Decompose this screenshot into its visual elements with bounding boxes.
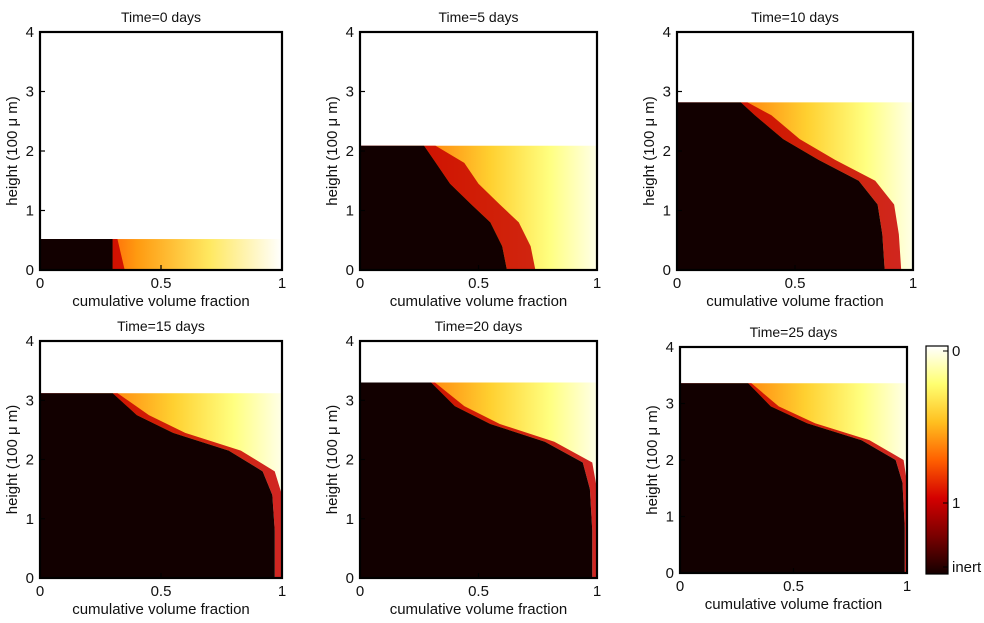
y-tick-label: 4 — [346, 24, 354, 41]
x-tick-label: 0.5 — [785, 275, 806, 292]
y-tick-label: 4 — [26, 24, 34, 41]
y-tick-label: 2 — [666, 452, 674, 469]
x-axis-label: cumulative volume fraction — [705, 596, 883, 613]
chart-panel: 0 0.5 1 0 1 2 3 4 Time=0 days cumulative volume f… — [4, 9, 286, 310]
x-tick-label: 0 — [673, 275, 681, 292]
x-axis-label: cumulative volume fraction — [706, 293, 884, 310]
x-tick-label: 0.5 — [468, 583, 489, 600]
inert-region — [360, 145, 507, 270]
inert-region — [40, 393, 275, 578]
y-tick-label: 3 — [666, 396, 674, 413]
y-tick-label: 1 — [26, 511, 34, 528]
y-tick-label: 2 — [663, 143, 671, 160]
y-axis-label: height (100 μ m) — [324, 96, 341, 206]
x-tick-label: 0 — [36, 583, 44, 600]
x-tick-label: 1 — [278, 583, 286, 600]
chart-title: Time=5 days — [438, 9, 518, 25]
x-tick-label: 0.5 — [783, 578, 804, 595]
x-tick-label: 0 — [356, 583, 364, 600]
y-tick-label: 1 — [666, 509, 674, 526]
y-tick-label: 2 — [26, 143, 34, 160]
reactive-front-band — [112, 239, 125, 270]
y-tick-label: 4 — [663, 24, 671, 41]
inert-region — [360, 382, 593, 578]
y-tick-label: 1 — [346, 203, 354, 220]
colorbar-tick-label: 1 — [952, 495, 960, 512]
colorbar: 0 1 inert — [925, 343, 982, 576]
chart-panel: 0 0.5 1 0 1 2 3 4 Time=15 days cumulative volume … — [4, 318, 286, 618]
chart-panel: 0 0.5 1 0 1 2 3 4 Time=25 days cumulative volume … — [644, 324, 911, 613]
y-axis-label: height (100 μ m) — [641, 96, 658, 206]
y-axis-label: height (100 μ m) — [4, 405, 21, 515]
y-tick-label: 3 — [663, 84, 671, 101]
chart-title: Time=25 days — [750, 324, 838, 340]
x-tick-label: 0 — [676, 578, 684, 595]
inert-region — [40, 239, 113, 270]
chart-title: Time=10 days — [751, 9, 839, 25]
y-tick-label: 3 — [26, 84, 34, 101]
y-tick-label: 1 — [26, 203, 34, 220]
x-tick-label: 0.5 — [151, 583, 172, 600]
colorbar-scale — [925, 345, 949, 575]
y-tick-label: 0 — [26, 570, 34, 587]
y-axis-label: height (100 μ m) — [324, 405, 341, 515]
y-tick-label: 0 — [346, 262, 354, 279]
axes-frame — [38, 30, 284, 272]
chart-title: Time=20 days — [435, 318, 523, 334]
colorbar-tick-label: inert — [952, 559, 982, 576]
y-tick-label: 0 — [663, 262, 671, 279]
x-tick-label: 1 — [278, 275, 286, 292]
chart-title: Time=0 days — [121, 9, 201, 25]
y-tick-label: 4 — [346, 333, 354, 350]
reactive-front-band — [423, 145, 536, 270]
y-tick-label: 0 — [346, 570, 354, 587]
y-tick-label: 0 — [26, 262, 34, 279]
y-tick-label: 1 — [346, 511, 354, 528]
y-tick-label: 2 — [26, 452, 34, 469]
reactive-front-band — [740, 102, 902, 270]
chart-panel: 0 0.5 1 0 1 2 3 4 Time=20 days cumulative volume … — [324, 318, 601, 618]
y-tick-label: 1 — [663, 203, 671, 220]
chart-title: Time=15 days — [117, 318, 205, 334]
y-axis-label: height (100 μ m) — [644, 405, 661, 515]
x-tick-label: 0 — [356, 275, 364, 292]
x-axis-label: cumulative volume fraction — [390, 601, 568, 618]
chart-panel: 0 0.5 1 0 1 2 3 4 Time=10 days cumulative volume … — [641, 9, 917, 310]
x-tick-label: 0.5 — [468, 275, 489, 292]
y-tick-label: 3 — [26, 392, 34, 409]
y-tick-label: 3 — [346, 392, 354, 409]
inert-region — [677, 102, 885, 270]
y-tick-label: 3 — [346, 84, 354, 101]
y-tick-label: 4 — [26, 333, 34, 350]
x-tick-label: 0.5 — [151, 275, 172, 292]
y-tick-label: 4 — [666, 339, 674, 356]
chart-panel: 0 0.5 1 0 1 2 3 4 Time=5 days cumulative volume f… — [324, 9, 601, 310]
x-axis-label: cumulative volume fraction — [72, 293, 250, 310]
x-tick-label: 0 — [36, 275, 44, 292]
x-tick-label: 1 — [593, 275, 601, 292]
y-axis-label: height (100 μ m) — [4, 96, 21, 206]
y-tick-label: 0 — [666, 565, 674, 582]
y-tick-label: 2 — [346, 452, 354, 469]
y-tick-label: 2 — [346, 143, 354, 160]
x-tick-label: 1 — [909, 275, 917, 292]
x-tick-label: 1 — [903, 578, 911, 595]
x-axis-label: cumulative volume fraction — [390, 293, 568, 310]
inert-region — [680, 383, 905, 573]
x-tick-label: 1 — [593, 583, 601, 600]
colorbar-tick-label: 0 — [952, 343, 960, 360]
x-axis-label: cumulative volume fraction — [72, 601, 250, 618]
